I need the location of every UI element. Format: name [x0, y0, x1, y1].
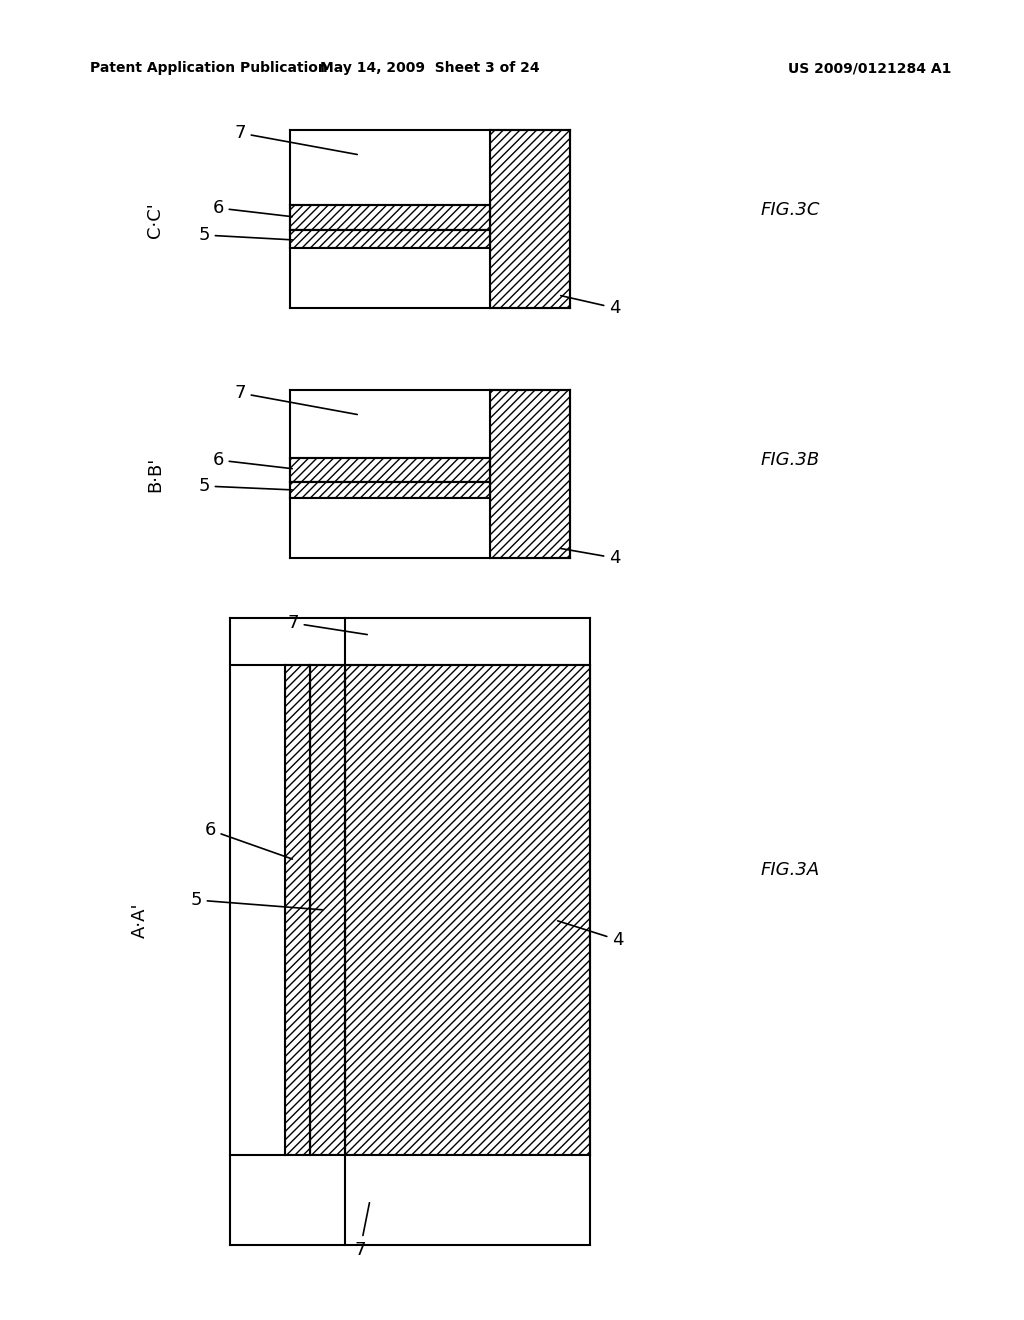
Text: 5: 5: [190, 891, 323, 909]
Bar: [290, 482, 490, 498]
Bar: [230, 665, 285, 1155]
Bar: [345, 665, 590, 1155]
Text: FIG.3C: FIG.3C: [760, 201, 820, 219]
Bar: [290, 458, 490, 482]
Bar: [290, 248, 490, 308]
Bar: [290, 389, 490, 458]
Bar: [230, 1155, 590, 1245]
Text: 5: 5: [199, 226, 292, 244]
Text: 7: 7: [234, 124, 357, 154]
Text: Patent Application Publication: Patent Application Publication: [90, 61, 328, 75]
Text: 7: 7: [354, 1203, 370, 1259]
Text: 6: 6: [212, 199, 292, 216]
Bar: [290, 230, 490, 248]
Bar: [490, 389, 570, 558]
Text: 4: 4: [558, 921, 624, 949]
Text: FIG.3A: FIG.3A: [761, 861, 819, 879]
Text: C·C': C·C': [146, 202, 164, 238]
Text: 4: 4: [561, 549, 621, 568]
Text: 6: 6: [212, 451, 292, 469]
Text: 4: 4: [561, 296, 621, 317]
Text: A·A': A·A': [131, 903, 150, 937]
Text: US 2009/0121284 A1: US 2009/0121284 A1: [788, 61, 951, 75]
Text: 7: 7: [234, 384, 357, 414]
Bar: [310, 665, 345, 1155]
Bar: [490, 129, 570, 308]
Bar: [290, 129, 490, 205]
Text: 6: 6: [205, 821, 293, 859]
Bar: [285, 665, 310, 1155]
Bar: [290, 498, 490, 558]
Bar: [290, 205, 490, 230]
Bar: [230, 618, 590, 665]
Text: May 14, 2009  Sheet 3 of 24: May 14, 2009 Sheet 3 of 24: [321, 61, 540, 75]
Text: B·B': B·B': [146, 457, 164, 491]
Text: 7: 7: [288, 614, 368, 635]
Text: 5: 5: [199, 477, 292, 495]
Text: FIG.3B: FIG.3B: [761, 451, 819, 469]
